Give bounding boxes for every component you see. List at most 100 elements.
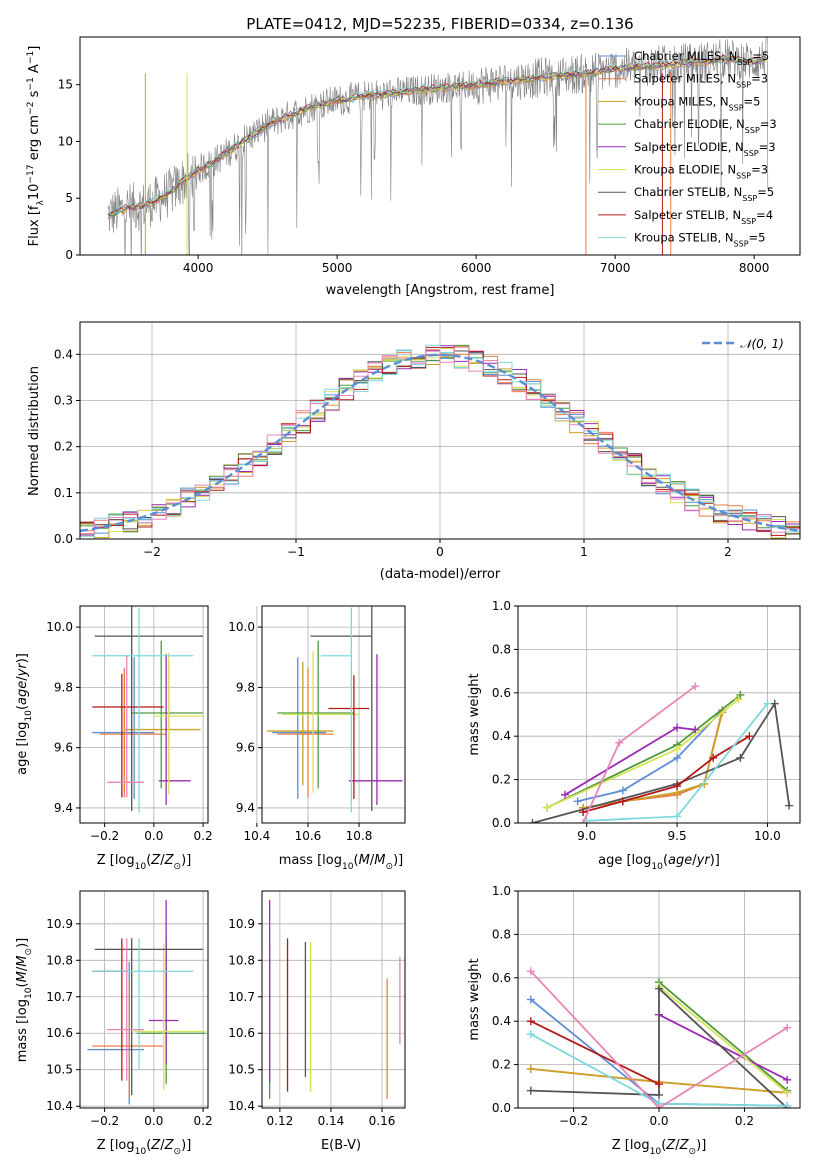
x-tick-label: 10.4 bbox=[244, 829, 271, 843]
axes-frame bbox=[261, 890, 406, 1109]
x-axis-label: wavelength [Angstrom, rest frame] bbox=[326, 283, 555, 298]
x-tick-label: 1 bbox=[580, 545, 588, 559]
label-part: erg cm bbox=[27, 115, 42, 164]
weight-series-kroupa-elodie bbox=[655, 982, 792, 1097]
legend-label: Salpeter STELIB, NSSP=4 bbox=[634, 208, 773, 226]
label-part: / bbox=[692, 853, 697, 868]
x-tick-label: 4000 bbox=[183, 261, 214, 275]
label-part: mass [log bbox=[15, 999, 30, 1062]
y-axis-label: Flux [fλ10−17 erg cm−2 s−1 A−1] bbox=[26, 46, 46, 247]
y-tick-label: 10.4 bbox=[228, 1099, 255, 1113]
label-part: ⊙ bbox=[385, 862, 393, 872]
mass-vs-ebv-panel: 0.12 0.14 0.16 10.4 10.5 10.6 10.7 10.8 10.9 E(B-… bbox=[228, 890, 406, 1153]
error-point-salpeter-stelib bbox=[92, 938, 127, 1081]
label-part: Z [log bbox=[612, 1138, 650, 1153]
y-tick-label: 10.0 bbox=[46, 620, 73, 634]
error-point-kroupa-elodie bbox=[134, 943, 206, 1090]
y-axis-label: age [log10(age/yr)] bbox=[15, 653, 34, 775]
weight-series-pink bbox=[526, 967, 792, 1108]
legend-model: Salpeter STELIB, N bbox=[634, 208, 741, 222]
error-point-salpeter-stelib bbox=[92, 673, 164, 798]
x-tick-label: 7000 bbox=[600, 261, 631, 275]
error-point-kroupa-elodie bbox=[153, 652, 204, 795]
error-point-chabrier-elodie bbox=[131, 640, 204, 789]
label-part: ⊙ bbox=[174, 862, 182, 872]
error-point-chabrier-miles bbox=[272, 657, 326, 799]
y-tick-label: 10.7 bbox=[228, 990, 255, 1004]
error-point-kroupa-stelib bbox=[92, 607, 194, 813]
legend-sub: SSP bbox=[745, 126, 760, 135]
label-part: age [log bbox=[598, 853, 651, 868]
y-tick-label: 0.4 bbox=[54, 347, 73, 361]
error-point-chabrier-miles bbox=[92, 657, 154, 799]
label-part: ( bbox=[15, 982, 30, 987]
x-tick-label: 0.0 bbox=[144, 1114, 163, 1128]
y-tick-label: 9.4 bbox=[236, 801, 255, 815]
x-tick-label: −0.2 bbox=[559, 1114, 588, 1128]
x-tick-label: −0.2 bbox=[90, 829, 119, 843]
legend-sub: SSP bbox=[742, 194, 757, 203]
y-tick-label: 1.0 bbox=[492, 884, 511, 898]
label-part: ( bbox=[146, 1138, 151, 1153]
y-tick-label: 0.0 bbox=[54, 532, 73, 546]
weight-line bbox=[582, 735, 750, 813]
weight-series-chabrier-stelib bbox=[528, 699, 794, 823]
legend-label: Salpeter MILES, NSSP=3 bbox=[634, 72, 768, 90]
label-part: ⊙ bbox=[24, 948, 34, 956]
legend-count: =3 bbox=[760, 117, 777, 131]
axes-frame bbox=[261, 605, 406, 824]
y-axis-label: Normed distribution bbox=[27, 366, 42, 496]
label-part: −2 bbox=[26, 102, 36, 115]
y-tick-label: 10.7 bbox=[46, 990, 73, 1004]
label-part: / bbox=[160, 1138, 165, 1153]
y-tick-label: 10.9 bbox=[46, 917, 73, 931]
legend-model: Kroupa STELIB, N bbox=[634, 231, 734, 245]
y-tick-label: 10.5 bbox=[228, 1063, 255, 1077]
label-part: yr bbox=[696, 853, 712, 868]
y-tick-label: 10.0 bbox=[228, 620, 255, 634]
label-part: ⊙ bbox=[174, 1147, 182, 1157]
label-part: ( bbox=[146, 853, 151, 868]
weight-line bbox=[546, 698, 740, 809]
y-tick-label: 9.6 bbox=[236, 741, 255, 755]
label-part: / bbox=[675, 1138, 680, 1153]
model-spectrum-kroupa-stelib bbox=[107, 53, 766, 215]
x-tick-label: 0.12 bbox=[267, 1114, 294, 1128]
weight-series-kroupa-stelib bbox=[526, 1030, 792, 1108]
label-part: −17 bbox=[26, 164, 36, 183]
error-point-salpeter-miles bbox=[99, 667, 167, 798]
x-tick-label: 0.2 bbox=[194, 1114, 213, 1128]
error-point-chabrier-stelib bbox=[94, 606, 204, 811]
label-part: Z bbox=[164, 853, 175, 868]
label-part: −1 bbox=[26, 77, 36, 90]
y-tick-label: 0.8 bbox=[492, 927, 511, 941]
label-part: Z bbox=[679, 1138, 690, 1153]
legend-label: Salpeter ELODIE, NSSP=3 bbox=[634, 140, 776, 158]
x-tick-label: 0.2 bbox=[194, 829, 213, 843]
label-part: )] bbox=[181, 1138, 191, 1153]
error-point-salpeter-stelib bbox=[328, 675, 370, 799]
x-axis-label: Z [log10(Z/Z⊙)] bbox=[612, 1138, 707, 1157]
label-part: )] bbox=[393, 853, 403, 868]
label-part: )] bbox=[710, 853, 720, 868]
label-part: A bbox=[27, 64, 42, 77]
legend-label: Chabrier STELIB, NSSP=5 bbox=[634, 185, 774, 203]
weight-line bbox=[530, 970, 788, 1108]
label-part: Z bbox=[150, 1138, 161, 1153]
label-part: ( bbox=[663, 853, 668, 868]
weight-series-chabrier-elodie bbox=[655, 978, 792, 1095]
label-part: M bbox=[374, 853, 385, 868]
label-part: Flux [f bbox=[27, 205, 42, 246]
label-part: 10 bbox=[24, 710, 34, 722]
axes-frame bbox=[517, 605, 801, 824]
label-part: ( bbox=[354, 853, 359, 868]
plot-area bbox=[528, 682, 794, 823]
label-part: 10 bbox=[27, 184, 42, 201]
x-tick-label: 6000 bbox=[461, 261, 492, 275]
weight-series-chabrier-stelib bbox=[526, 984, 792, 1108]
x-axis-label: age [log10(age/yr)] bbox=[598, 853, 720, 872]
error-point-salpeter-miles bbox=[92, 980, 164, 1098]
age-vs-metallicity-panel: −0.2 0.0 0.29.49.69.810.0Z [log10(Z/Z⊙)]ag… bbox=[15, 605, 213, 872]
y-tick-label: 0.3 bbox=[54, 393, 73, 407]
